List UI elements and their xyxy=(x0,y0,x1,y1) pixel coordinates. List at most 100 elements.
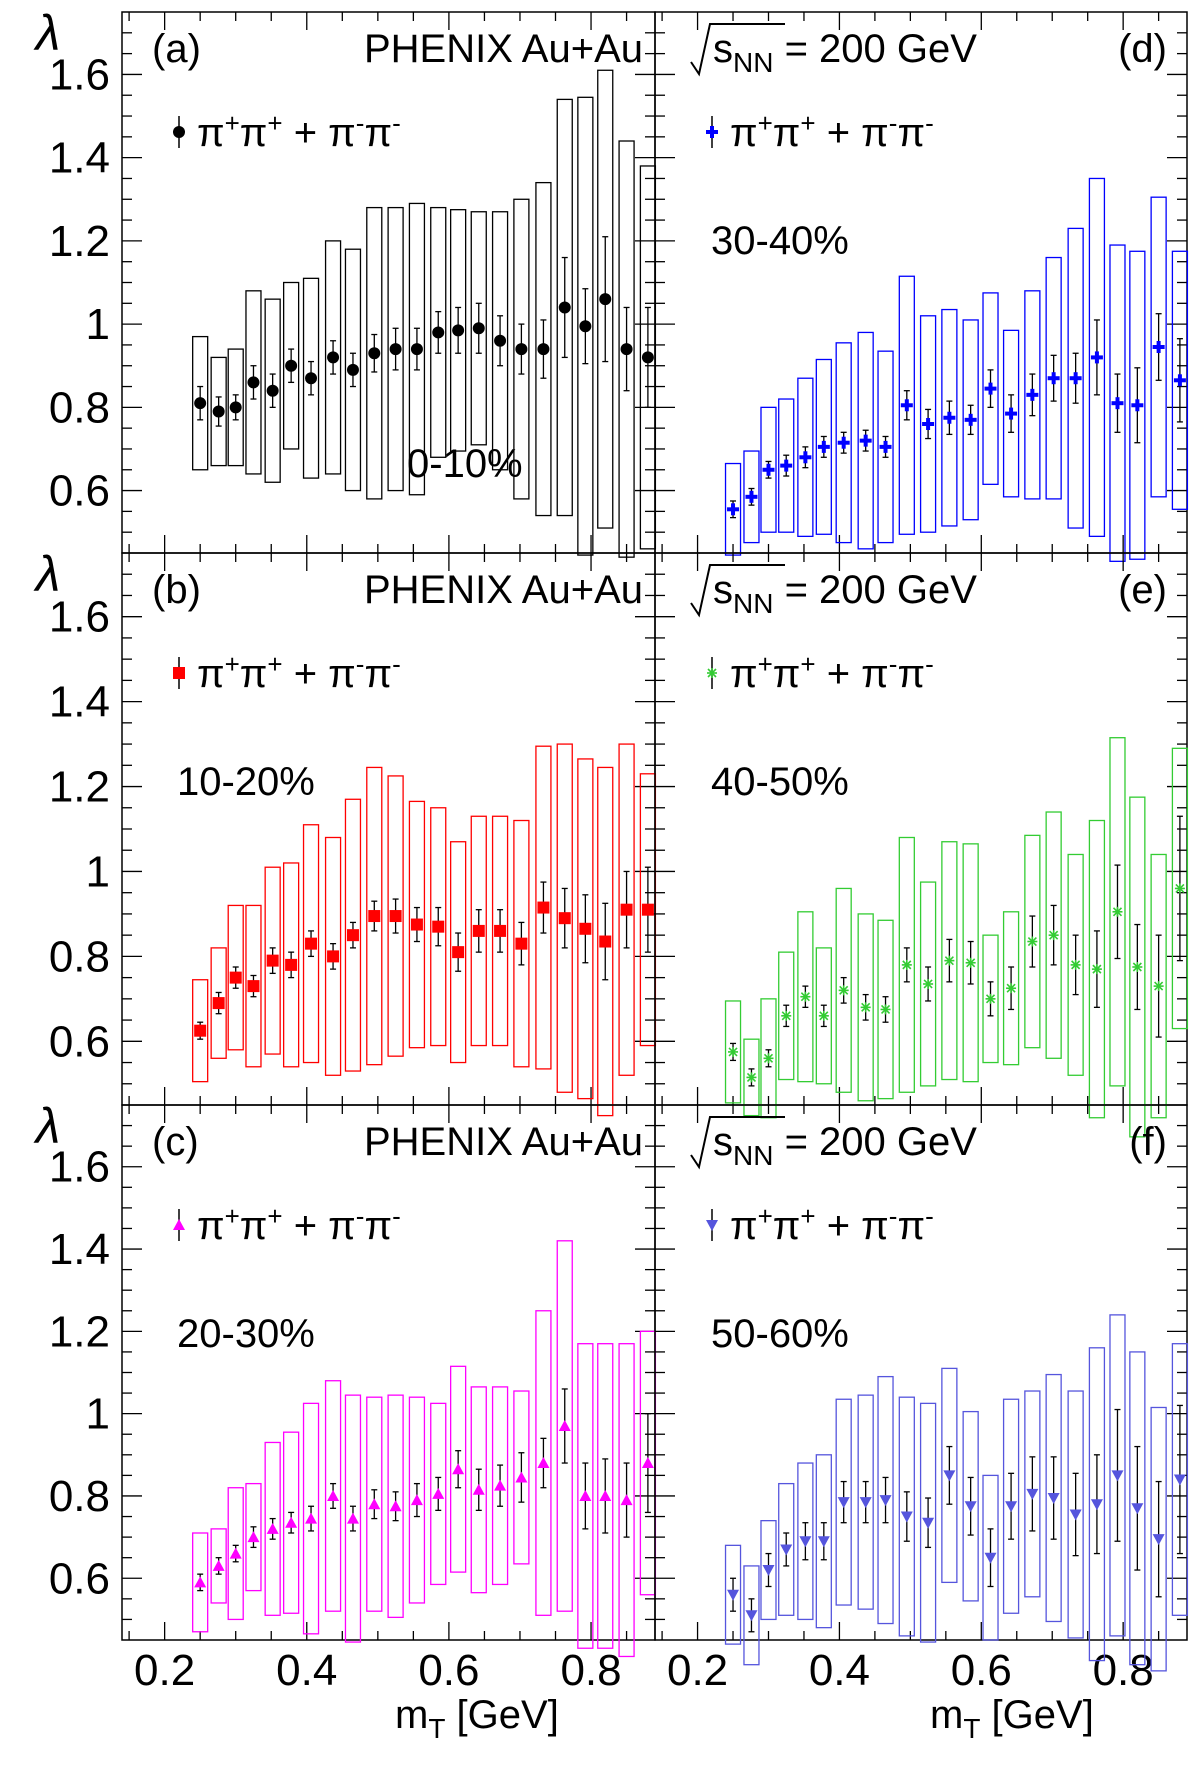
data-point xyxy=(763,1053,774,1064)
data-point xyxy=(432,1487,445,1499)
data-point xyxy=(641,903,654,916)
sys-error-box xyxy=(302,824,320,1064)
sys-error-box xyxy=(797,377,814,538)
sys-error-box xyxy=(491,815,509,1047)
data-point xyxy=(964,413,977,426)
sys-error-box xyxy=(387,775,404,1057)
data-point xyxy=(1026,388,1039,401)
x-tick-label: 0.4 xyxy=(276,1646,337,1695)
data-point xyxy=(212,997,225,1010)
sys-error-box xyxy=(857,913,874,1102)
sys-error-box xyxy=(1067,853,1084,1076)
y-tick-label: 1 xyxy=(86,1390,110,1439)
legend-marker xyxy=(706,116,718,148)
sys-error-box xyxy=(387,206,404,492)
data-point xyxy=(389,1500,402,1512)
data-point xyxy=(389,343,402,356)
sys-error-box xyxy=(282,281,300,450)
data-point xyxy=(1070,959,1081,970)
data-point xyxy=(984,1552,997,1564)
sys-error-box xyxy=(743,1565,760,1666)
header-text: PHENIX Au+Au xyxy=(364,568,643,612)
sys-error-box xyxy=(597,1343,614,1649)
sys-error-box xyxy=(264,866,281,1055)
sys-error-box xyxy=(1024,290,1041,500)
data-point xyxy=(879,1495,892,1507)
data-point xyxy=(368,347,381,360)
sys-error-box xyxy=(962,1410,979,1602)
data-point xyxy=(194,397,207,410)
data-point xyxy=(515,1471,528,1483)
sys-error-box xyxy=(430,807,447,1047)
sys-error-box xyxy=(797,911,814,1083)
sys-error-box xyxy=(556,98,573,517)
sys-error-box xyxy=(408,202,426,496)
panel-c: 0.6 0.8 1 1.2 1.4 1.6λ 0.2 0.4 0.6 0.8 (c) PHENIX A… xyxy=(33,1098,657,1695)
data-point xyxy=(620,343,633,356)
sys-error-box xyxy=(857,331,874,550)
sys-error-box xyxy=(366,1396,383,1612)
x-tick-label: 0.4 xyxy=(809,1646,870,1695)
data-point xyxy=(452,946,465,959)
data-point xyxy=(229,401,242,414)
y-tick-label: 0.8 xyxy=(49,932,110,981)
sys-error-box xyxy=(1088,1347,1106,1662)
legend-marker xyxy=(706,1209,718,1241)
data-point xyxy=(432,920,445,933)
data-point xyxy=(641,351,654,364)
sys-error-box xyxy=(245,904,262,1068)
data-point xyxy=(537,343,550,356)
data-point xyxy=(194,1576,207,1588)
legend-marker xyxy=(173,116,185,148)
panel-label: (b) xyxy=(152,568,201,612)
sys-error-box xyxy=(778,951,795,1081)
legend-marker-symbol xyxy=(173,667,185,679)
sys-error-box xyxy=(597,69,614,529)
sys-error-box xyxy=(302,1402,320,1635)
sys-error-box xyxy=(344,248,362,492)
sys-error-box xyxy=(877,350,894,544)
data-point xyxy=(494,334,507,347)
data-point xyxy=(515,343,528,356)
data-point xyxy=(818,1010,829,1021)
data-point xyxy=(762,463,775,476)
legend-marker-symbol xyxy=(173,126,185,138)
legend-marker xyxy=(173,1209,185,1241)
data-point xyxy=(727,503,740,516)
legend-marker-symbol xyxy=(707,668,717,678)
sys-error-box xyxy=(724,1000,742,1104)
y-tick-label: 1.4 xyxy=(49,134,110,183)
y-tick-label: 1.2 xyxy=(49,763,110,812)
sys-error-box xyxy=(491,211,509,471)
sys-error-box xyxy=(449,209,467,452)
panel-label: (d) xyxy=(1118,27,1167,71)
data-point xyxy=(1091,964,1102,975)
sys-error-box xyxy=(324,240,342,475)
data-point xyxy=(984,382,997,395)
legend-label: π+π+ + π-π- xyxy=(197,649,401,696)
data-point xyxy=(1173,374,1186,387)
legend-label: π+π+ + π-π- xyxy=(730,108,934,155)
centrality-label: 0-10% xyxy=(407,442,523,486)
data-point xyxy=(799,451,812,464)
header-text: sNN = 200 GeV xyxy=(713,568,977,619)
sys-error-box xyxy=(302,277,320,479)
sys-error-box xyxy=(470,211,487,446)
panel-label: (f) xyxy=(1129,1120,1167,1164)
data-point xyxy=(452,1463,465,1475)
sys-error-box xyxy=(513,1390,530,1565)
sys-error-box xyxy=(877,1375,894,1625)
data-point xyxy=(620,903,633,916)
data-point xyxy=(368,910,381,923)
header-text: PHENIX Au+Au xyxy=(364,27,643,71)
data-point xyxy=(620,1494,633,1506)
sys-error-box xyxy=(324,1380,342,1612)
data-point xyxy=(985,993,996,1004)
data-point xyxy=(494,1479,507,1491)
data-point xyxy=(472,322,485,335)
data-point xyxy=(1132,962,1143,972)
sys-error-box xyxy=(227,904,244,1051)
data-point xyxy=(1027,936,1038,947)
data-point xyxy=(558,1420,571,1431)
sys-error-box xyxy=(797,1462,814,1621)
